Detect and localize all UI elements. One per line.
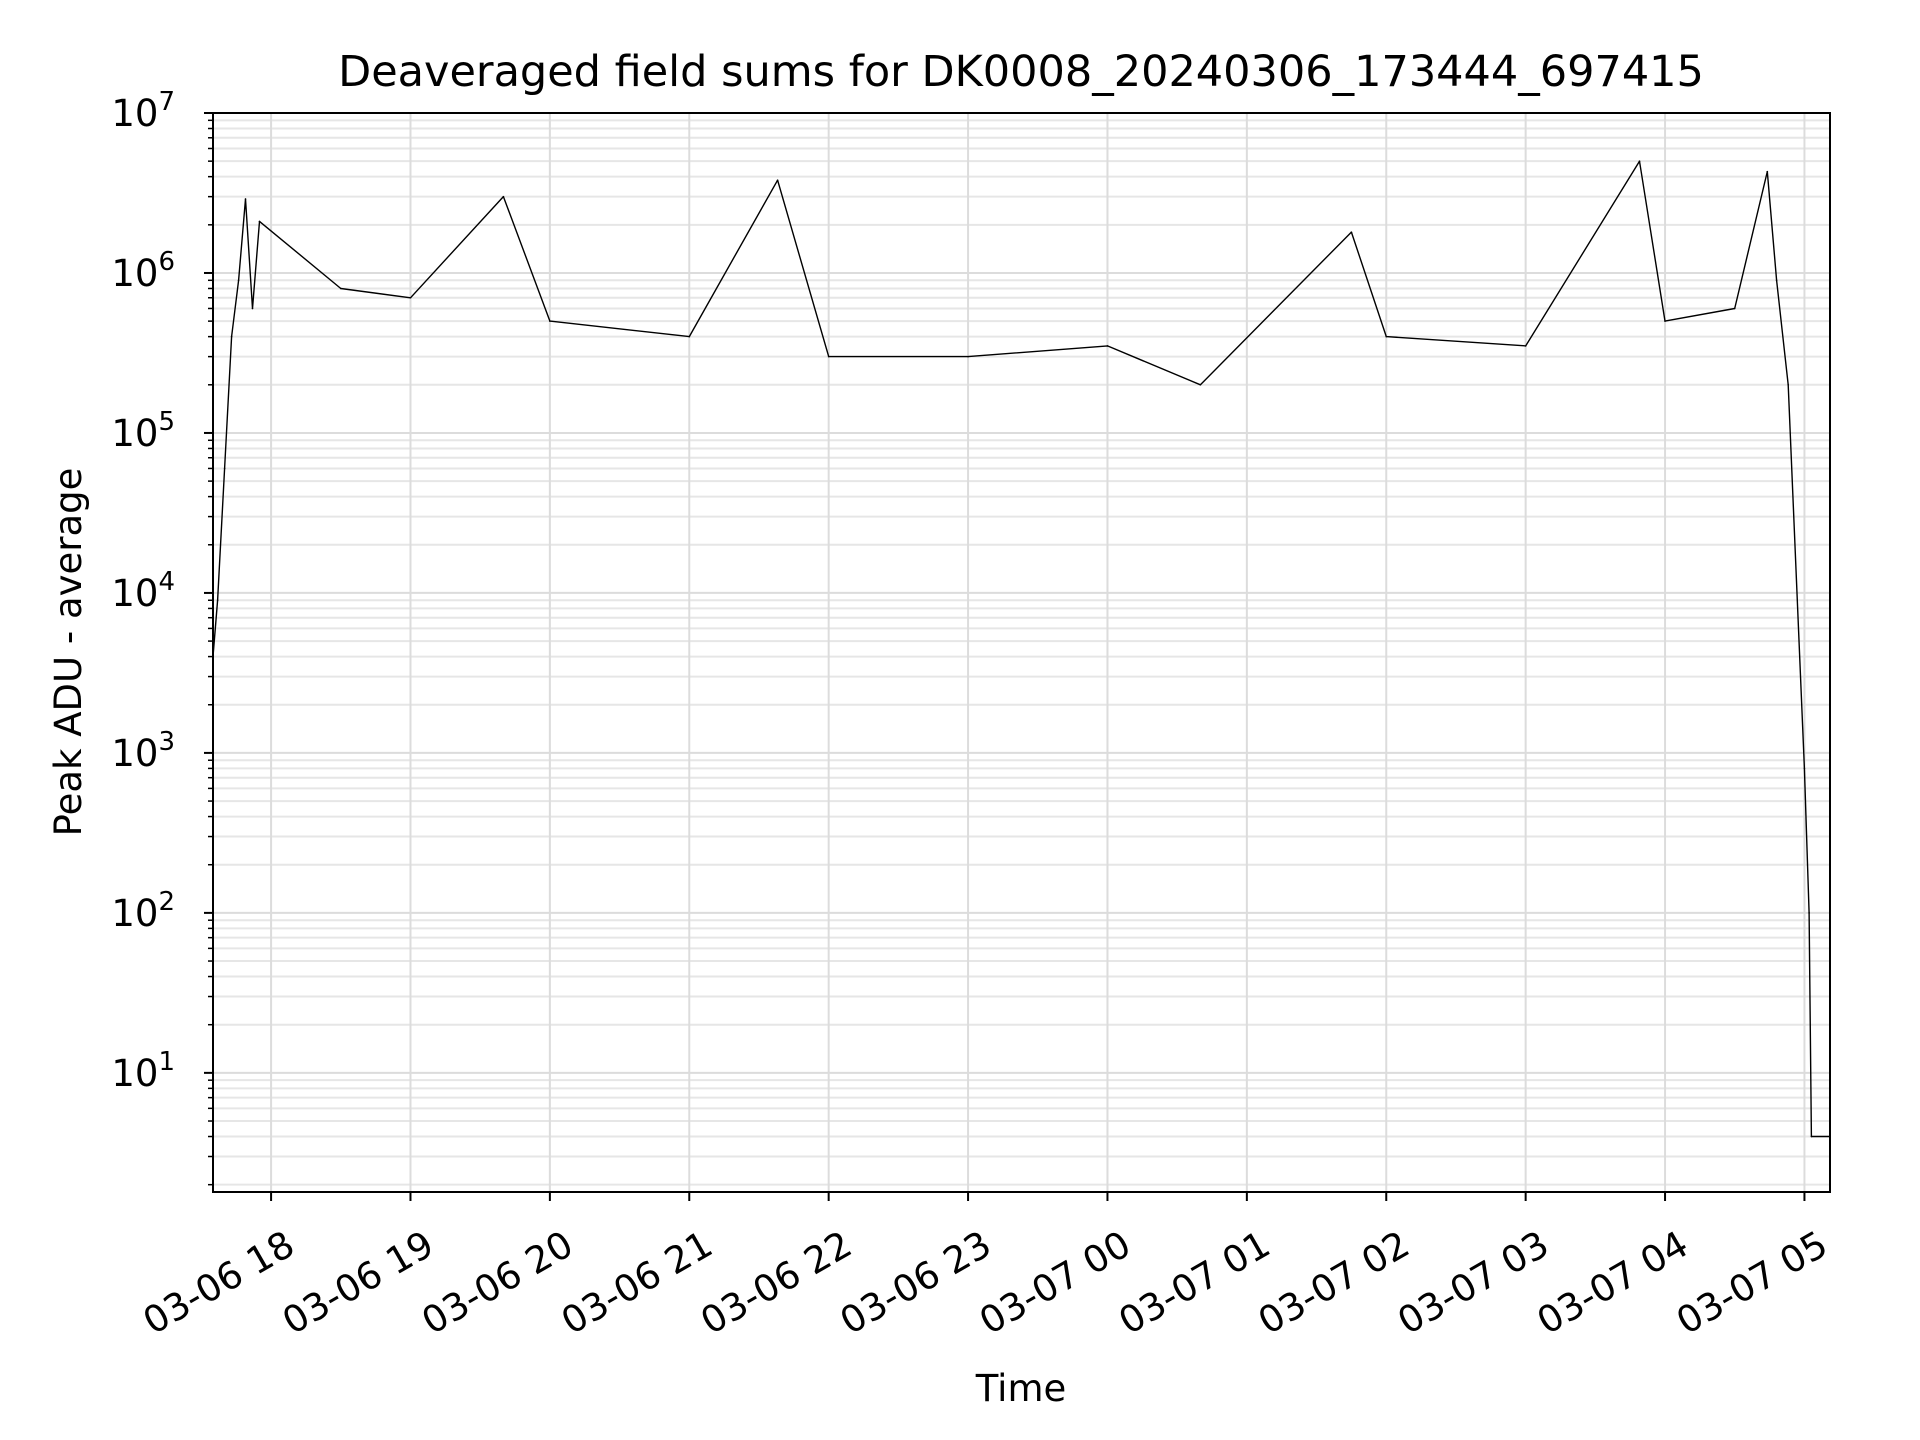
data-point	[1733, 307, 1736, 310]
data-point	[1638, 160, 1641, 162]
chart-title: Deaveraged field sums for DK0008_2024030…	[338, 47, 1704, 97]
data-point	[549, 320, 551, 322]
series	[212, 160, 1831, 1138]
data-point	[216, 599, 219, 602]
data-point	[230, 335, 233, 338]
y-tick-label: 107	[111, 87, 175, 135]
data-point	[967, 355, 969, 358]
data-point	[776, 179, 779, 182]
data-point	[1810, 1135, 1813, 1138]
data-point	[1385, 335, 1388, 338]
data-point	[1106, 345, 1109, 347]
y-axis: 101 102 103 104 105 106 107	[111, 87, 213, 1186]
data-point	[1775, 279, 1778, 282]
data-point	[1664, 320, 1666, 322]
data-point	[1803, 767, 1806, 770]
y-tick-label: 103	[111, 727, 175, 775]
y-tick-label: 102	[111, 887, 175, 935]
x-tick-label: 03-07 03	[1390, 1223, 1556, 1343]
y-tick-label: 106	[111, 247, 175, 295]
data-point	[244, 198, 247, 200]
data-point	[1766, 170, 1769, 173]
x-tick-label: 03-06 22	[693, 1223, 859, 1343]
x-tick-label: 03-06 19	[275, 1223, 441, 1343]
data-point	[827, 355, 830, 358]
x-axis-label: Time	[975, 1367, 1067, 1410]
data-point	[688, 335, 691, 338]
data-point	[258, 220, 261, 223]
data-point	[223, 467, 226, 470]
x-tick-label: 03-07 05	[1669, 1223, 1835, 1343]
data-point	[409, 296, 412, 299]
x-tick-label: 03-07 00	[972, 1223, 1138, 1343]
x-tick-label: 03-06 23	[833, 1223, 999, 1343]
y-tick-label: 101	[111, 1047, 175, 1095]
data-point	[237, 279, 240, 282]
data-point	[1808, 912, 1810, 914]
x-tick-label: 03-06 21	[554, 1223, 720, 1343]
x-tick-label: 03-07 04	[1530, 1223, 1696, 1343]
data-point	[1524, 345, 1527, 347]
y-axis-label: Peak ADU - average	[47, 468, 90, 837]
y-tick-label: 104	[111, 567, 175, 615]
x-tick-label: 03-07 01	[1112, 1223, 1278, 1343]
x-tick-label: 03-07 02	[1251, 1223, 1417, 1343]
data-point	[339, 287, 342, 290]
data-point	[1199, 383, 1202, 386]
x-tick-label: 03-06 20	[415, 1223, 581, 1343]
data-point	[1787, 383, 1789, 386]
plot-frame	[212, 112, 1831, 1193]
grid	[213, 112, 1830, 1192]
data-point	[1350, 231, 1353, 233]
x-tick-label: 03-06 18	[136, 1223, 302, 1343]
data-point	[502, 195, 505, 198]
data-point	[251, 307, 254, 310]
y-tick-label: 105	[111, 407, 175, 455]
